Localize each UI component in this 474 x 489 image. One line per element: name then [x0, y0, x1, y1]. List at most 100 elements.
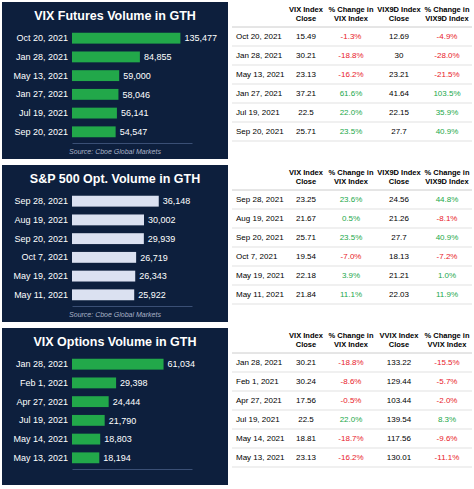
bar	[72, 359, 164, 370]
source-note: Source: Cboe Global Markets	[69, 148, 161, 155]
data-label: 135,477	[184, 33, 217, 43]
table-cell: 22.0%	[340, 108, 363, 117]
table-header: VIX IndexClose	[289, 5, 324, 23]
bar	[72, 396, 109, 407]
table-header: VIX IndexClose	[289, 168, 324, 186]
table-cell: Oct 7, 2021	[236, 252, 278, 261]
bar	[72, 377, 116, 388]
table-header: VIX IndexClose	[289, 331, 324, 349]
tick-label: Oct 20, 2021	[16, 33, 68, 43]
table-cell: 103.44	[387, 396, 412, 405]
table-cell: 19.54	[296, 252, 317, 261]
table-cell: -9.6%	[437, 434, 458, 443]
tick-label: Jul 19, 2021	[19, 108, 68, 118]
tick: May 13, 2021	[13, 71, 68, 81]
table-cell: 103.5%	[433, 89, 460, 98]
table-rule	[232, 448, 472, 449]
bars	[72, 359, 164, 464]
panel-background	[2, 165, 228, 322]
table-cell: 12.69	[389, 32, 410, 41]
table-header: % Change inVIX Index	[328, 168, 373, 186]
table-cell: -8.1%	[437, 214, 458, 223]
data-label: 26,719	[140, 253, 168, 263]
table-cell: 139.54	[387, 415, 412, 424]
table-cell: 129.44	[387, 377, 412, 386]
tick: Aug 19, 2021	[14, 215, 68, 225]
table-rule	[232, 103, 472, 104]
table-cell: 23.25	[296, 195, 317, 204]
tick-label: Aug 19, 2021	[14, 215, 68, 225]
table-rule	[232, 285, 472, 286]
table-cell: -1.3%	[341, 32, 362, 41]
table-cell: -7.2%	[437, 252, 458, 261]
tick-label: Feb 1, 2021	[20, 378, 68, 388]
table-header: VVIX IndexClose	[380, 331, 420, 349]
data-label: 26,343	[139, 271, 167, 281]
table-cell: 27.7	[391, 233, 407, 242]
table-header: % Change inVIX Index	[328, 331, 373, 349]
tick-label: Jul 19, 2021	[19, 415, 68, 425]
table-rule	[232, 209, 472, 210]
tick-label: May 14, 2021	[13, 434, 68, 444]
tick-label: Apr 27, 2021	[16, 397, 68, 407]
table-cell: 21.21	[389, 271, 410, 280]
table-cell: -4.9%	[437, 32, 458, 41]
table-header: % Change inVIX9D Index	[424, 5, 469, 23]
data-label: 59,000	[123, 71, 151, 81]
data-label: 56,141	[121, 108, 149, 118]
table-cell: Jan 28, 2021	[236, 358, 283, 367]
data-label: 54,547	[120, 127, 148, 137]
bar	[72, 108, 117, 119]
chart-panel: VIX Options Volume in GTH61,03429,39824,…	[2, 328, 228, 485]
table-cell: 18.81	[296, 434, 317, 443]
table-cell: 22.03	[389, 290, 410, 299]
value-axis	[73, 143, 193, 144]
data-label: 24,444	[113, 397, 141, 407]
data-table: VIX IndexClose% Change inVIX Index VVIX I…	[232, 331, 472, 467]
table-cell: 11.1%	[340, 290, 362, 299]
table-cell: 1.0%	[438, 271, 456, 280]
data-labels: 135,47784,85559,00058,04656,14154,547	[120, 33, 217, 137]
table-cell: Jul 19, 2021	[236, 415, 280, 424]
table-cell: 8.3%	[438, 415, 456, 424]
tick: Sep 20, 2021	[14, 127, 68, 137]
table-cell: -5.7%	[437, 377, 458, 386]
table-cell: Sep 20, 2021	[236, 233, 284, 242]
table-rule	[232, 467, 472, 468]
table-cell: Apr 27, 2021	[236, 396, 282, 405]
figure: VIX Futures Volume in GTH135,47784,85559…	[0, 0, 474, 489]
bar	[72, 33, 180, 44]
tick-label: Jan 28, 2021	[16, 52, 68, 62]
panel-background	[2, 328, 228, 485]
tick-label: Jan 27, 2021	[16, 89, 68, 99]
data-label: 25,922	[138, 290, 166, 300]
table-cell: -16.2%	[338, 453, 363, 462]
table-cell: -16.2%	[338, 70, 363, 79]
table-rule	[232, 410, 472, 411]
bar	[72, 252, 136, 263]
tick: May 13, 2021	[13, 453, 68, 463]
value-axis	[73, 469, 193, 470]
data-label: 18,194	[103, 453, 131, 463]
tick: May 11, 2021	[14, 290, 68, 300]
tick: Jul 19, 2021	[19, 108, 68, 118]
table-cell: 30.21	[296, 358, 317, 367]
table-cell: Sep 20, 2021	[236, 127, 284, 136]
table-cell: -11.1%	[435, 453, 460, 462]
bar	[72, 126, 116, 137]
tick: Oct 7, 2021	[21, 252, 68, 262]
table-cell: 130.01	[387, 453, 412, 462]
table-rule	[232, 46, 472, 47]
data-label: 29,398	[120, 378, 148, 388]
table-cell: Oct 20, 2021	[236, 32, 282, 41]
value-axis	[73, 306, 193, 307]
bar	[72, 51, 140, 62]
axis-line	[73, 143, 193, 144]
table-header: % Change inVIX Index	[328, 5, 373, 23]
table-cell: Feb 1, 2021	[236, 377, 279, 386]
axis-line	[73, 469, 193, 470]
tick: Oct 20, 2021	[16, 33, 68, 43]
table-header: % Change inVIX9D Index	[424, 168, 469, 186]
table-cell: -28.0%	[434, 51, 459, 60]
table-cell: 3.9%	[342, 271, 360, 280]
